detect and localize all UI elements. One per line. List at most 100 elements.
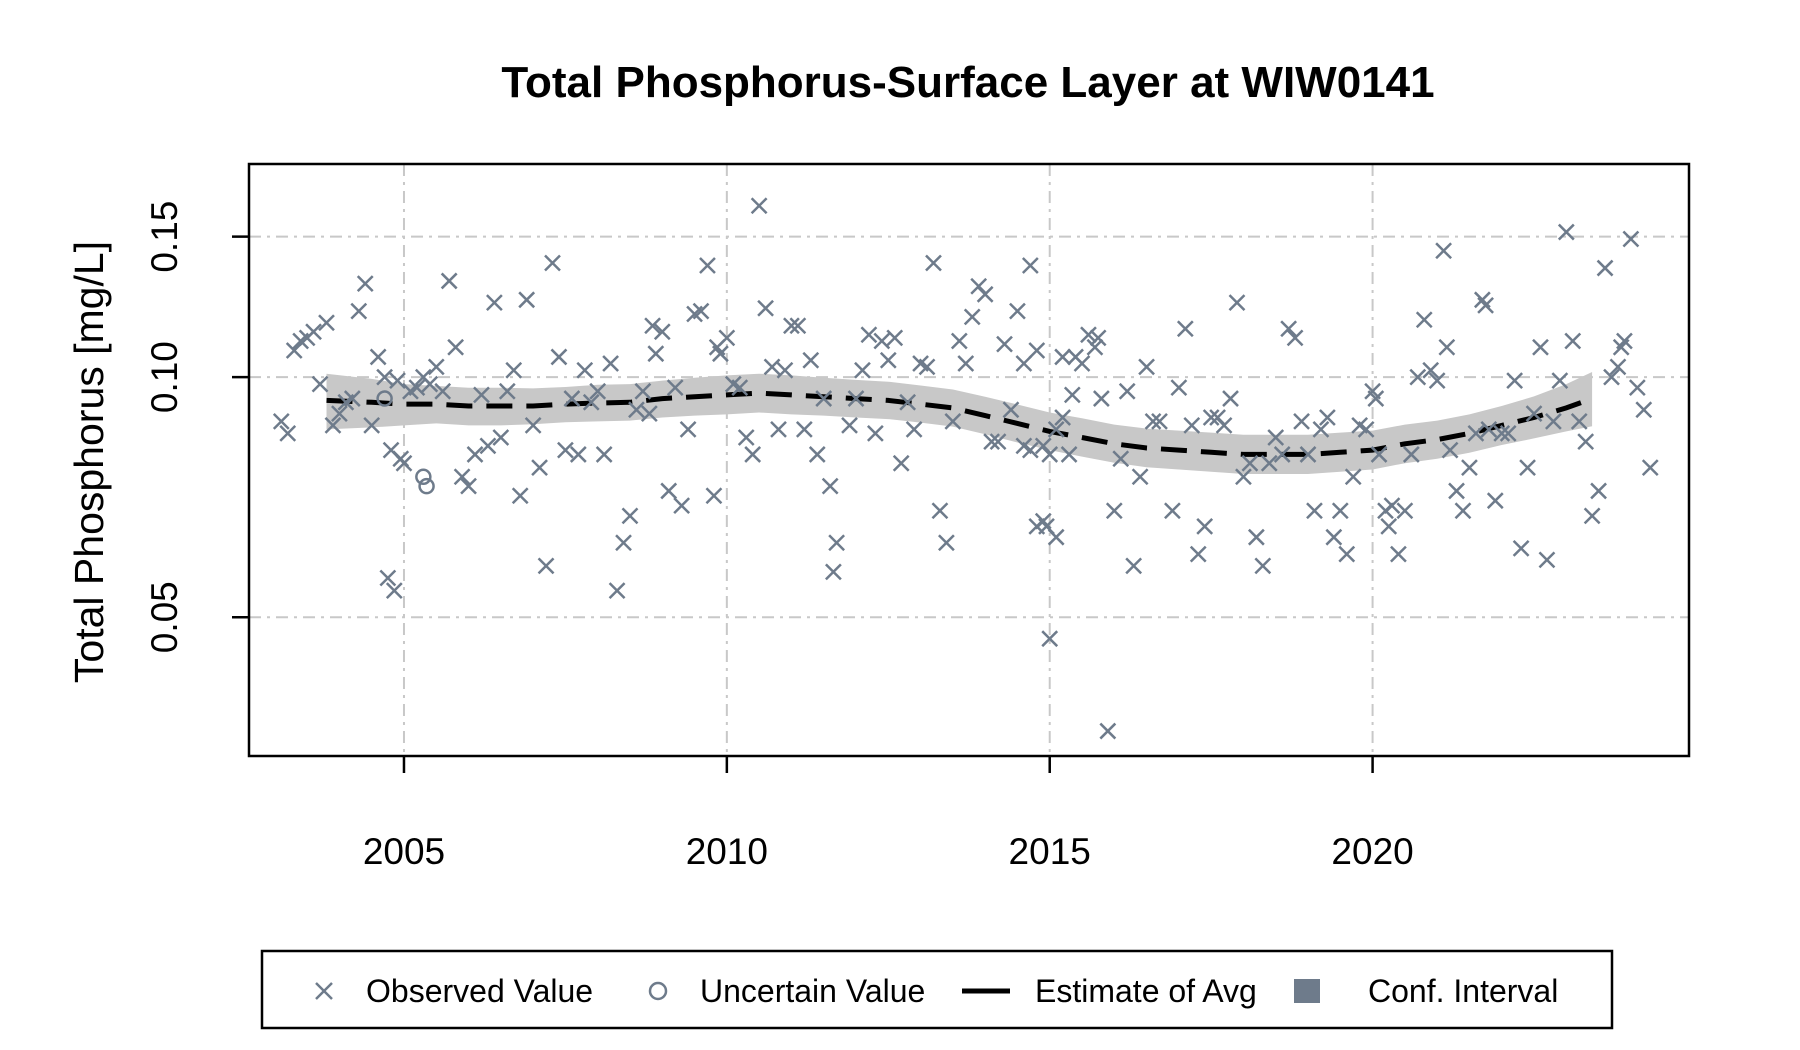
observed-point	[925, 254, 942, 272]
observed-point	[808, 446, 826, 463]
observed-point	[1293, 413, 1310, 430]
observed-point	[963, 308, 981, 326]
observed-point	[544, 254, 561, 272]
observed-point	[1557, 223, 1575, 241]
observed-point	[1415, 311, 1433, 329]
observed-point	[311, 375, 329, 393]
observed-point	[1009, 302, 1026, 320]
observed-point	[440, 272, 458, 290]
observed-point	[1202, 409, 1220, 426]
observed-point	[1228, 294, 1246, 311]
observed-point	[718, 329, 736, 347]
observed-point	[899, 393, 917, 411]
observed-point	[1041, 446, 1059, 463]
observed-point	[1021, 257, 1039, 274]
plot-frame	[247, 162, 1691, 758]
legend: Observed Value Uncertain Value Estimate …	[260, 949, 1614, 1030]
observed-point	[1577, 433, 1595, 451]
observed-point	[1183, 416, 1201, 434]
observed-point	[1118, 382, 1136, 400]
confidence-band	[326, 372, 1593, 474]
observed-point	[996, 335, 1013, 353]
observed-point	[673, 497, 691, 515]
observed-point	[712, 345, 729, 363]
observed-point	[1486, 492, 1504, 510]
uncertain-points-layer	[376, 390, 435, 495]
observed-point	[905, 420, 923, 438]
observed-point	[1054, 409, 1072, 426]
observed-point	[825, 563, 842, 581]
observed-point	[363, 416, 381, 434]
observed-point	[485, 294, 503, 311]
observed-point	[1570, 413, 1588, 430]
observed-point	[776, 361, 794, 379]
observed-point	[1344, 468, 1362, 486]
y-tick-label: 0.05	[144, 581, 185, 653]
observed-point	[1112, 450, 1130, 468]
observed-point	[1525, 405, 1543, 423]
observed-point	[1286, 329, 1304, 347]
observed-point	[1512, 539, 1530, 557]
observed-point	[1622, 230, 1640, 248]
observed-point	[498, 382, 516, 400]
observed-point	[343, 390, 361, 407]
observed-point	[453, 468, 471, 486]
x-tick-label: 2005	[363, 831, 445, 872]
observed-point	[1306, 502, 1323, 520]
observed-point	[892, 454, 910, 472]
observed-point	[789, 317, 807, 335]
observed-point	[1241, 454, 1259, 472]
observed-point	[1383, 497, 1401, 515]
axis-layer: 2005 2010 2015 2020 0.05 0.10 0.15	[144, 201, 1414, 872]
observed-point	[1086, 338, 1104, 356]
observed-point	[460, 477, 477, 495]
observed-point	[395, 454, 413, 472]
observed-point	[1215, 416, 1233, 434]
observed-point	[757, 299, 774, 317]
observed-point	[1280, 320, 1298, 338]
observed-point	[350, 302, 368, 320]
chart-title: Total Phosphorus-Surface Layer at WIW014…	[501, 58, 1434, 107]
observed-point	[699, 257, 716, 274]
legend-label-estimate: Estimate of Avg	[1035, 973, 1257, 1009]
observed-point	[505, 361, 523, 379]
observed-point	[1034, 437, 1052, 455]
legend-ci-icon	[1294, 979, 1320, 1003]
observed-point	[1367, 390, 1385, 407]
observed-point	[1125, 557, 1143, 575]
observed-point	[1092, 390, 1110, 407]
observed-point	[692, 302, 710, 320]
observed-point	[737, 429, 755, 446]
observed-point	[705, 487, 723, 505]
observed-point	[1380, 517, 1398, 535]
observed-point	[1267, 429, 1285, 446]
observed-point	[731, 379, 749, 397]
observed-point	[356, 275, 374, 292]
observed-point	[1396, 502, 1414, 520]
observed-point	[1002, 401, 1020, 419]
observed-point	[1170, 379, 1188, 397]
observed-point	[1635, 401, 1653, 419]
observed-point	[1247, 528, 1265, 546]
observed-point	[744, 446, 762, 463]
y-tick-label: 0.10	[144, 341, 185, 413]
observed-point	[938, 534, 955, 552]
observed-point	[1545, 413, 1562, 430]
observed-point	[828, 534, 846, 552]
observed-point	[628, 401, 645, 419]
observed-point	[1325, 528, 1343, 546]
observed-point	[305, 323, 322, 341]
observed-point	[1131, 468, 1149, 486]
observed-point	[815, 390, 833, 407]
estimate-line-layer	[326, 390, 1593, 457]
legend-label-ci: Conf. Interval	[1368, 973, 1558, 1009]
legend-label-observed: Observed Value	[366, 973, 593, 1009]
observed-point	[634, 382, 652, 400]
observed-point	[1499, 425, 1517, 442]
observed-point	[1222, 390, 1239, 407]
observed-point	[466, 446, 484, 463]
observed-point	[1099, 722, 1117, 740]
uncertain-point	[415, 468, 432, 486]
